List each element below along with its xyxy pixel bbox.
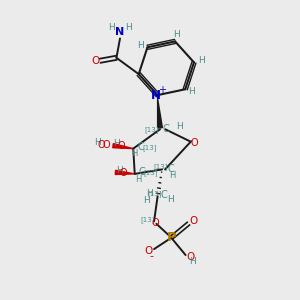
Text: [13]: [13]: [147, 190, 162, 196]
Text: [13]: [13]: [153, 164, 168, 170]
Text: P: P: [167, 231, 176, 244]
Polygon shape: [113, 144, 133, 148]
Text: H: H: [167, 195, 173, 204]
Text: N: N: [116, 27, 124, 37]
Text: H: H: [131, 149, 137, 158]
Text: [13]: [13]: [142, 144, 157, 151]
Text: O: O: [187, 251, 195, 262]
Text: O: O: [145, 246, 153, 256]
Text: O: O: [118, 141, 125, 151]
Text: H: H: [137, 41, 144, 50]
Text: +: +: [158, 85, 166, 95]
Text: O: O: [191, 138, 199, 148]
Text: H: H: [108, 23, 115, 32]
Text: H: H: [135, 175, 142, 184]
Text: O: O: [120, 168, 127, 178]
Text: O: O: [152, 218, 159, 228]
Polygon shape: [158, 99, 162, 128]
Text: H: H: [176, 122, 183, 131]
Text: O: O: [97, 140, 105, 150]
Text: H: H: [146, 189, 153, 198]
Text: H: H: [94, 138, 101, 147]
Text: C: C: [167, 164, 174, 173]
Text: H: H: [169, 171, 175, 180]
Text: O: O: [190, 216, 198, 226]
Text: [13]: [13]: [144, 126, 158, 133]
Text: [13]: [13]: [141, 217, 155, 223]
Text: H: H: [143, 196, 150, 205]
Text: O: O: [103, 140, 110, 150]
Text: H: H: [188, 87, 195, 96]
Text: H: H: [198, 56, 205, 65]
Text: C: C: [137, 142, 144, 152]
Text: [13]: [13]: [144, 169, 158, 176]
Text: O: O: [91, 56, 99, 66]
Text: H: H: [190, 257, 196, 266]
Text: H: H: [113, 139, 120, 148]
Text: H: H: [125, 23, 132, 32]
Text: H: H: [173, 30, 180, 39]
Text: -: -: [149, 250, 153, 261]
Text: C: C: [163, 124, 170, 134]
Text: C: C: [139, 167, 145, 177]
Polygon shape: [115, 170, 135, 175]
Text: N: N: [151, 88, 161, 102]
Text: C: C: [160, 190, 167, 200]
Text: H: H: [116, 167, 123, 176]
